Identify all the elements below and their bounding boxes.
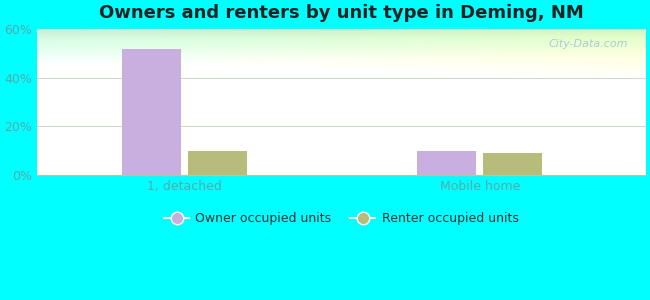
Bar [417,151,476,175]
Bar [484,153,543,175]
Title: Owners and renters by unit type in Deming, NM: Owners and renters by unit type in Demin… [99,4,584,22]
Legend: Owner occupied units, Renter occupied units: Owner occupied units, Renter occupied un… [159,207,523,230]
Text: City-Data.com: City-Data.com [548,40,627,50]
Bar [188,151,247,175]
Bar [122,49,181,175]
